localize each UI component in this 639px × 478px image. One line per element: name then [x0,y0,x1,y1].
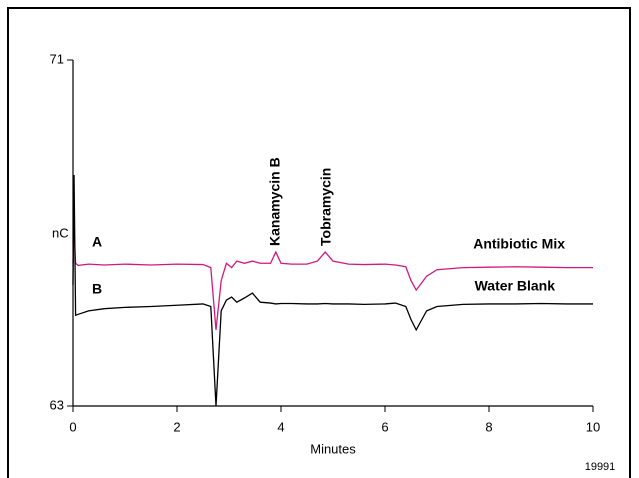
y-tick-label: 63 [50,397,64,412]
y-tick-label: 71 [50,51,64,66]
x-tick-label: 4 [277,419,284,434]
peak-label: Tobramycin [318,168,334,246]
figure-code: 19991 [585,461,616,473]
trace [72,228,593,330]
y-axis-label: nC [52,225,69,240]
peak-label: Kanamycin B [267,157,283,246]
legend-label: Antibiotic Mix [473,236,565,252]
x-axis-label: Minutes [310,441,356,456]
x-tick-label: 0 [69,419,76,434]
trace [72,175,593,407]
trace-label: A [92,234,102,250]
x-tick-label: 8 [485,419,492,434]
trace-label: B [92,281,102,297]
x-tick-label: 2 [173,419,180,434]
legend-label: Water Blank [475,278,556,294]
x-tick-label: 6 [381,419,388,434]
x-tick-label: 10 [586,419,600,434]
frame [7,7,631,478]
